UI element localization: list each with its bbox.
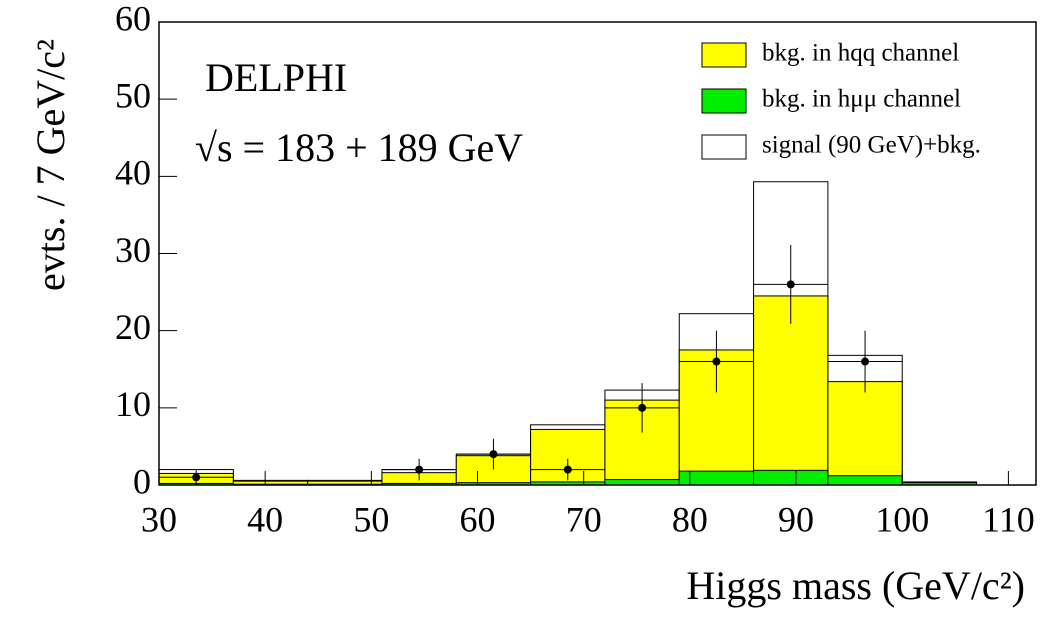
histogram-bar [827, 475, 903, 486]
legend-swatch [701, 134, 747, 160]
histogram-bar [753, 295, 829, 486]
histogram-bar [753, 469, 829, 486]
legend-label: signal (90 GeV)+bkg. [762, 132, 981, 159]
histogram-bar [604, 479, 680, 486]
annotation: √s = 183 + 189 GeV [195, 125, 523, 170]
data-point [415, 465, 424, 474]
x-axis-label: Higgs mass (GeV/c²) [686, 563, 1025, 608]
x-tick-label: 40 [247, 499, 283, 539]
histogram-bar [827, 381, 903, 486]
histogram-bar [678, 470, 755, 486]
y-tick-label: 0 [133, 461, 151, 501]
data-point [563, 465, 572, 474]
y-tick-label: 60 [115, 0, 151, 38]
y-tick-label: 20 [115, 307, 151, 347]
x-tick-label: 60 [460, 499, 496, 539]
y-tick-label: 10 [115, 384, 151, 424]
y-axis-label: evts. / 7 GeV/c² [28, 39, 73, 291]
x-tick-label: 30 [141, 499, 177, 539]
x-tick-label: 110 [982, 499, 1035, 539]
data-point [712, 357, 721, 366]
legend-label: bkg. in hμμ channel [762, 86, 961, 113]
data-point [638, 403, 647, 412]
annotation: DELPHI [205, 55, 347, 100]
data-point [489, 450, 498, 459]
x-tick-label: 70 [566, 499, 602, 539]
y-tick-label: 30 [115, 230, 151, 270]
x-tick-label: 90 [778, 499, 814, 539]
y-tick-label: 40 [115, 153, 151, 193]
legend-swatch [701, 42, 747, 68]
x-tick-label: 50 [353, 499, 389, 539]
x-tick-label: 100 [875, 499, 929, 539]
x-tick-label: 80 [672, 499, 708, 539]
data-point [786, 280, 795, 289]
data-point [861, 357, 870, 366]
legend-label: bkg. in hqq channel [762, 40, 959, 67]
legend-swatch [701, 88, 747, 114]
data-point [192, 473, 201, 482]
y-tick-label: 50 [115, 75, 151, 115]
